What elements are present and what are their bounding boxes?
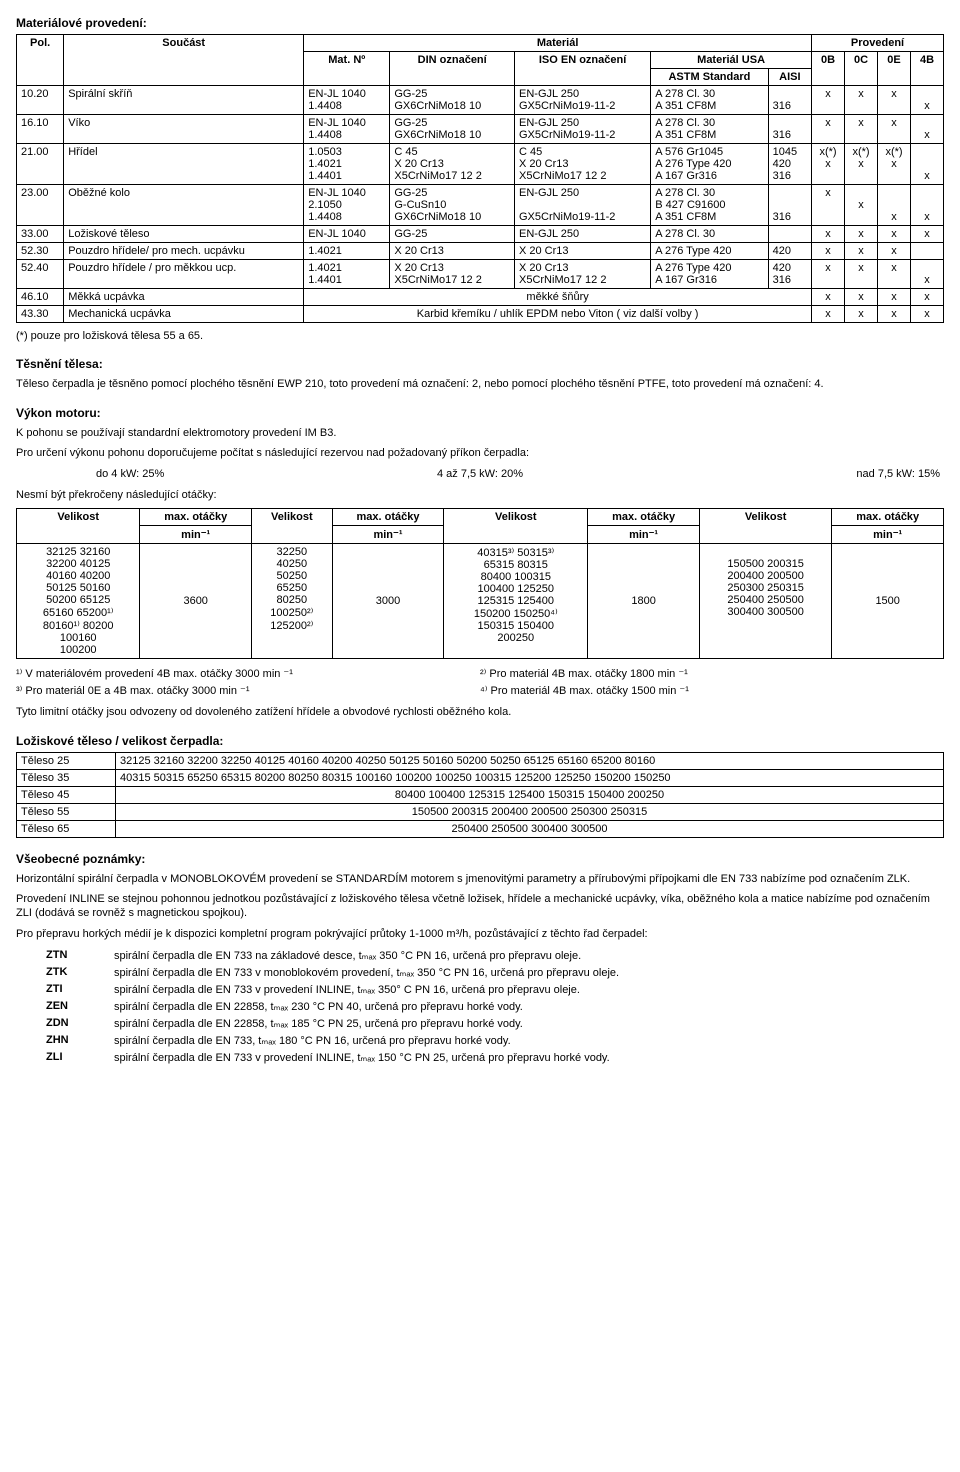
rpm-unit-header: min⁻¹ <box>588 526 700 544</box>
list-item: ZTIspirální čerpadla dle EN 733 v proved… <box>16 981 944 998</box>
col-0e: 0E <box>878 52 911 86</box>
table-row: Těleso 65250400 250500 300400 300500 <box>17 820 944 837</box>
vykon-title: Výkon motoru: <box>16 406 944 420</box>
lozisko-table: Těleso 2532125 32160 32200 32250 40125 4… <box>16 752 944 838</box>
col-pol: Pol. <box>17 35 64 86</box>
rpm-size-header: Velikost <box>699 509 831 544</box>
col-din: DIN označení <box>390 52 515 86</box>
rpm-unit-header: min⁻¹ <box>140 526 252 544</box>
vykon-p2: Pro určení výkonu pohonu doporučujeme po… <box>16 446 944 460</box>
table-row: Těleso 3540315 50315 65250 65315 80200 8… <box>17 769 944 786</box>
col-aisi: AISI <box>768 69 811 86</box>
rpm-max-header: max. otáčky <box>332 509 444 526</box>
rpm-unit-header: min⁻¹ <box>332 526 444 544</box>
rpm-fn4: ⁴⁾ Pro materiál 4B max. otáčky 1500 min … <box>480 682 944 699</box>
rpm-size-header: Velikost <box>444 509 588 544</box>
table-row: 33.00Ložiskové tělesoEN-JL 1040GG-25EN-G… <box>17 226 944 243</box>
table-row: 10.20Spirální skříňEN-JL 10401.4408GG-25… <box>17 86 944 115</box>
vykon-p3: Nesmí být překročeny následující otáčky: <box>16 488 944 502</box>
table-row: Těleso 4580400 100400 125315 125400 1503… <box>17 786 944 803</box>
poznamky-p3: Pro přepravu horkých médií je k dispozic… <box>16 927 944 941</box>
tesneni-text: Těleso čerpadla je těsněno pomocí ploché… <box>16 377 944 391</box>
rpm-sizes: 3225040250502506525080250100250²⁾125200²… <box>251 544 332 659</box>
poznamky-title: Všeobecné poznámky: <box>16 852 944 866</box>
rpm-fn1: ¹⁾ V materiálovém provedení 4B max. otáč… <box>16 665 480 682</box>
table-row: 43.30Mechanická ucpávkaKarbid křemíku / … <box>17 306 944 323</box>
rpm-unit-header: min⁻¹ <box>832 526 944 544</box>
table-row: 52.30Pouzdro hřídele/ pro mech. ucpávku1… <box>17 243 944 260</box>
lozisko-title: Ložiskové těleso / velikost čerpadla: <box>16 734 944 748</box>
list-item: ZENspirální čerpadla dle EN 22858, tₘₐₓ … <box>16 998 944 1015</box>
tesneni-title: Těsnění tělesa: <box>16 357 944 371</box>
rpm-max-header: max. otáčky <box>588 509 700 526</box>
col-0b: 0B <box>812 52 845 86</box>
vykon-reserve: do 4 kW: 25% 4 až 7,5 kW: 20% nad 7,5 kW… <box>16 466 944 482</box>
list-item: ZDNspirální čerpadla dle EN 22858, tₘₐₓ … <box>16 1015 944 1032</box>
list-item: ZTNspirální čerpadla dle EN 733 na zákla… <box>16 947 944 964</box>
table-row: 52.40Pouzdro hřídele / pro měkkou ucp.1.… <box>17 260 944 289</box>
table-row: Těleso 2532125 32160 32200 32250 40125 4… <box>17 752 944 769</box>
rpm-value: 1800 <box>588 544 700 659</box>
vykon-a: do 4 kW: 25% <box>16 466 325 482</box>
vykon-b: 4 až 7,5 kW: 20% <box>325 466 634 482</box>
rpm-fn3: ³⁾ Pro materiál 0E a 4B max. otáčky 3000… <box>16 682 480 699</box>
col-4b: 4B <box>911 52 944 86</box>
col-provedeni: Provedení <box>812 35 944 52</box>
rpm-size-header: Velikost <box>17 509 140 544</box>
table-row: Těleso 55150500 200315 200400 200500 250… <box>17 803 944 820</box>
rpm-last: Tyto limitní otáčky jsou odvozeny od dov… <box>16 705 944 719</box>
poznamky-p1: Horizontální spirální čerpadla v MONOBLO… <box>16 872 944 886</box>
list-item: ZLIspirální čerpadla dle EN 733 v proved… <box>16 1049 944 1066</box>
rpm-value: 3000 <box>332 544 444 659</box>
table-row: 23.00Oběžné koloEN-JL 10402.10501.4408GG… <box>17 185 944 226</box>
poznamky-list: ZTNspirální čerpadla dle EN 733 na zákla… <box>16 947 944 1066</box>
poznamky-p2: Provedení INLINE se stejnou pohonnou jed… <box>16 892 944 921</box>
rpm-sizes: 32125 3216032200 4012540160 4020050125 5… <box>17 544 140 659</box>
rpm-footnotes: ¹⁾ V materiálovém provedení 4B max. otáč… <box>16 665 944 699</box>
rpm-sizes: 40315³⁾ 50315³⁾65315 8031580400 10031510… <box>444 544 588 659</box>
material-title: Materiálové provedení: <box>16 16 944 30</box>
rpm-table: Velikostmax. otáčkyVelikostmax. otáčkyVe… <box>16 508 944 659</box>
rpm-max-header: max. otáčky <box>832 509 944 526</box>
col-usa: Materiál USA <box>651 52 812 69</box>
rpm-value: 3600 <box>140 544 252 659</box>
material-table: Pol. Součást Materiál Provedení Mat. Nº … <box>16 34 944 323</box>
table-row: 46.10Měkká ucpávkaměkké šňůryxxxx <box>17 289 944 306</box>
rpm-max-header: max. otáčky <box>140 509 252 526</box>
col-astm: ASTM Standard <box>651 69 768 86</box>
list-item: ZHNspirální čerpadla dle EN 733, tₘₐₓ 18… <box>16 1032 944 1049</box>
list-item: ZTKspirální čerpadla dle EN 733 v monobl… <box>16 964 944 981</box>
table-row: 21.00Hřídel1.05031.40211.4401C 45X 20 Cr… <box>17 144 944 185</box>
rpm-sizes: 150500 200315200400 200500250300 2503152… <box>699 544 831 659</box>
col-soucast: Součást <box>64 35 304 86</box>
table-row: 16.10VíkoEN-JL 10401.4408GG-25GX6CrNiMo1… <box>17 115 944 144</box>
rpm-value: 1500 <box>832 544 944 659</box>
rpm-fn2: ²⁾ Pro materiál 4B max. otáčky 1800 min … <box>480 665 944 682</box>
rpm-size-header: Velikost <box>251 509 332 544</box>
col-material: Materiál <box>304 35 812 52</box>
vykon-p1: K pohonu se používají standardní elektro… <box>16 426 944 440</box>
col-matno: Mat. Nº <box>304 52 390 86</box>
vykon-c: nad 7,5 kW: 15% <box>635 466 944 482</box>
material-footnote: (*) pouze pro ložisková tělesa 55 a 65. <box>16 329 944 343</box>
col-0c: 0C <box>845 52 878 86</box>
col-iso: ISO EN označení <box>515 52 651 86</box>
